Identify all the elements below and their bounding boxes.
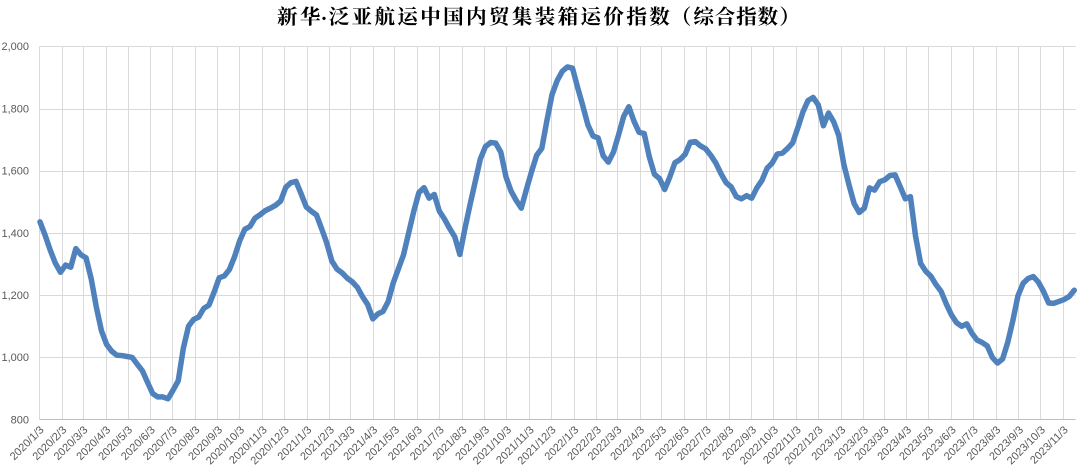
svg-text:1,800: 1,800 (1, 103, 29, 115)
svg-text:2,000: 2,000 (1, 41, 29, 53)
svg-text:800: 800 (11, 414, 29, 426)
svg-text:1,600: 1,600 (1, 166, 29, 178)
svg-text:1,400: 1,400 (1, 228, 29, 240)
svg-text:1,000: 1,000 (1, 352, 29, 364)
svg-text:1,200: 1,200 (1, 290, 29, 302)
